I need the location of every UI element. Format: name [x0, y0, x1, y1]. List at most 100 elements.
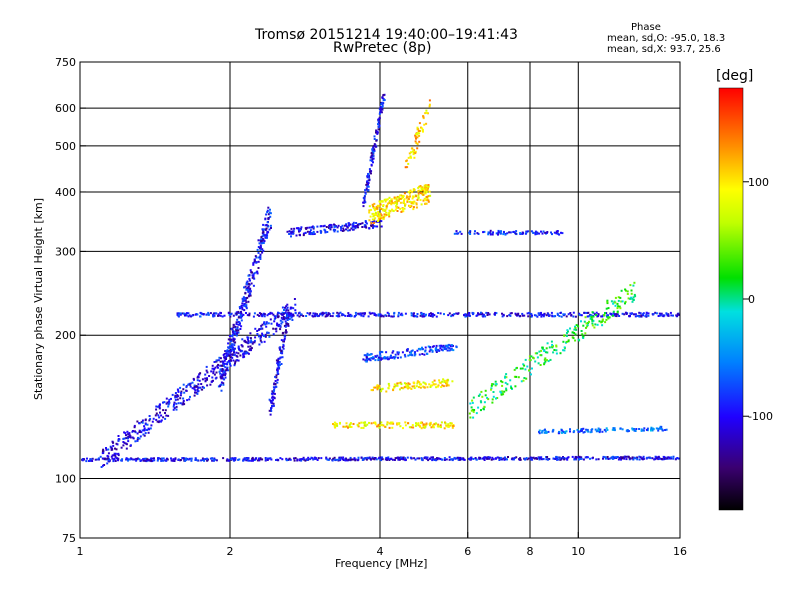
data-point — [363, 225, 366, 228]
data-point — [193, 394, 196, 397]
data-point — [286, 303, 289, 306]
data-point — [373, 148, 376, 151]
data-point — [605, 318, 608, 321]
chart-subtitle: RwPretec (8p) — [333, 40, 432, 56]
data-point — [642, 312, 645, 315]
data-point — [103, 464, 106, 466]
data-point — [496, 397, 499, 399]
data-point — [446, 425, 449, 428]
data-point — [210, 370, 213, 373]
data-point — [230, 340, 233, 343]
data-point — [374, 421, 377, 424]
data-point — [105, 448, 108, 451]
data-point — [530, 355, 533, 358]
data-point — [416, 133, 419, 136]
data-point — [523, 364, 526, 367]
data-point — [283, 339, 286, 341]
data-point — [237, 458, 240, 461]
data-point — [386, 311, 389, 314]
data-point — [434, 383, 437, 386]
data-point — [264, 217, 267, 220]
data-point — [211, 364, 214, 367]
data-point — [316, 315, 319, 318]
data-point — [360, 421, 363, 424]
data-point — [505, 373, 508, 376]
data-point — [603, 314, 606, 316]
data-point — [440, 344, 443, 347]
data-point — [187, 383, 190, 386]
data-point — [327, 458, 330, 461]
data-point — [431, 312, 434, 315]
data-point — [155, 405, 158, 408]
data-point — [563, 346, 566, 349]
data-point — [599, 428, 602, 431]
data-point — [170, 459, 173, 462]
data-point — [366, 181, 368, 184]
data-point — [505, 376, 508, 379]
data-point — [611, 456, 614, 459]
data-point — [376, 354, 379, 357]
data-point — [588, 320, 590, 323]
data-point — [447, 379, 450, 382]
data-point — [271, 396, 274, 399]
data-point — [524, 368, 527, 371]
data-point — [212, 313, 215, 316]
data-point — [552, 345, 554, 348]
data-point — [121, 458, 124, 461]
data-point — [217, 385, 220, 388]
data-point — [380, 208, 383, 210]
data-point — [259, 258, 262, 260]
data-point — [640, 428, 643, 431]
data-point — [593, 326, 596, 329]
data-point — [187, 458, 190, 461]
data-point — [259, 337, 262, 340]
data-point — [263, 340, 266, 343]
data-point — [253, 339, 256, 342]
data-point — [266, 221, 269, 224]
data-point — [264, 228, 267, 231]
data-point — [355, 222, 358, 224]
data-point — [658, 457, 661, 460]
data-point — [382, 209, 385, 212]
data-point — [483, 401, 486, 404]
data-point — [266, 211, 269, 214]
data-point — [633, 313, 635, 316]
data-point — [417, 422, 420, 425]
data-point — [501, 315, 504, 318]
data-point — [190, 459, 193, 462]
colorbar-tick-label: -100 — [748, 410, 773, 423]
data-point — [338, 315, 341, 318]
data-point — [625, 289, 627, 292]
data-point — [639, 312, 642, 315]
data-point — [541, 232, 544, 235]
data-point — [262, 234, 265, 237]
data-point — [346, 315, 349, 317]
data-point — [226, 361, 229, 364]
data-point — [179, 312, 182, 315]
data-point — [465, 315, 468, 318]
data-point — [390, 200, 393, 203]
data-point — [589, 457, 591, 460]
data-point — [235, 329, 238, 332]
data-point — [219, 372, 222, 375]
data-point — [278, 312, 281, 315]
data-point — [342, 227, 345, 230]
data-point — [205, 365, 208, 368]
data-point — [547, 360, 550, 363]
data-point — [214, 377, 217, 380]
data-point — [261, 323, 264, 326]
data-point — [586, 430, 589, 433]
data-point — [281, 306, 284, 309]
data-point — [356, 423, 359, 426]
data-point — [398, 197, 401, 200]
data-point — [313, 456, 316, 459]
data-point — [370, 163, 373, 166]
data-point — [320, 225, 323, 228]
data-point — [582, 458, 585, 461]
data-point — [286, 313, 288, 316]
y-tick-label: 75 — [62, 532, 76, 545]
phase-stats-header: Phase — [631, 22, 661, 33]
data-point — [309, 229, 312, 232]
data-point — [563, 349, 566, 352]
data-point — [404, 355, 407, 358]
